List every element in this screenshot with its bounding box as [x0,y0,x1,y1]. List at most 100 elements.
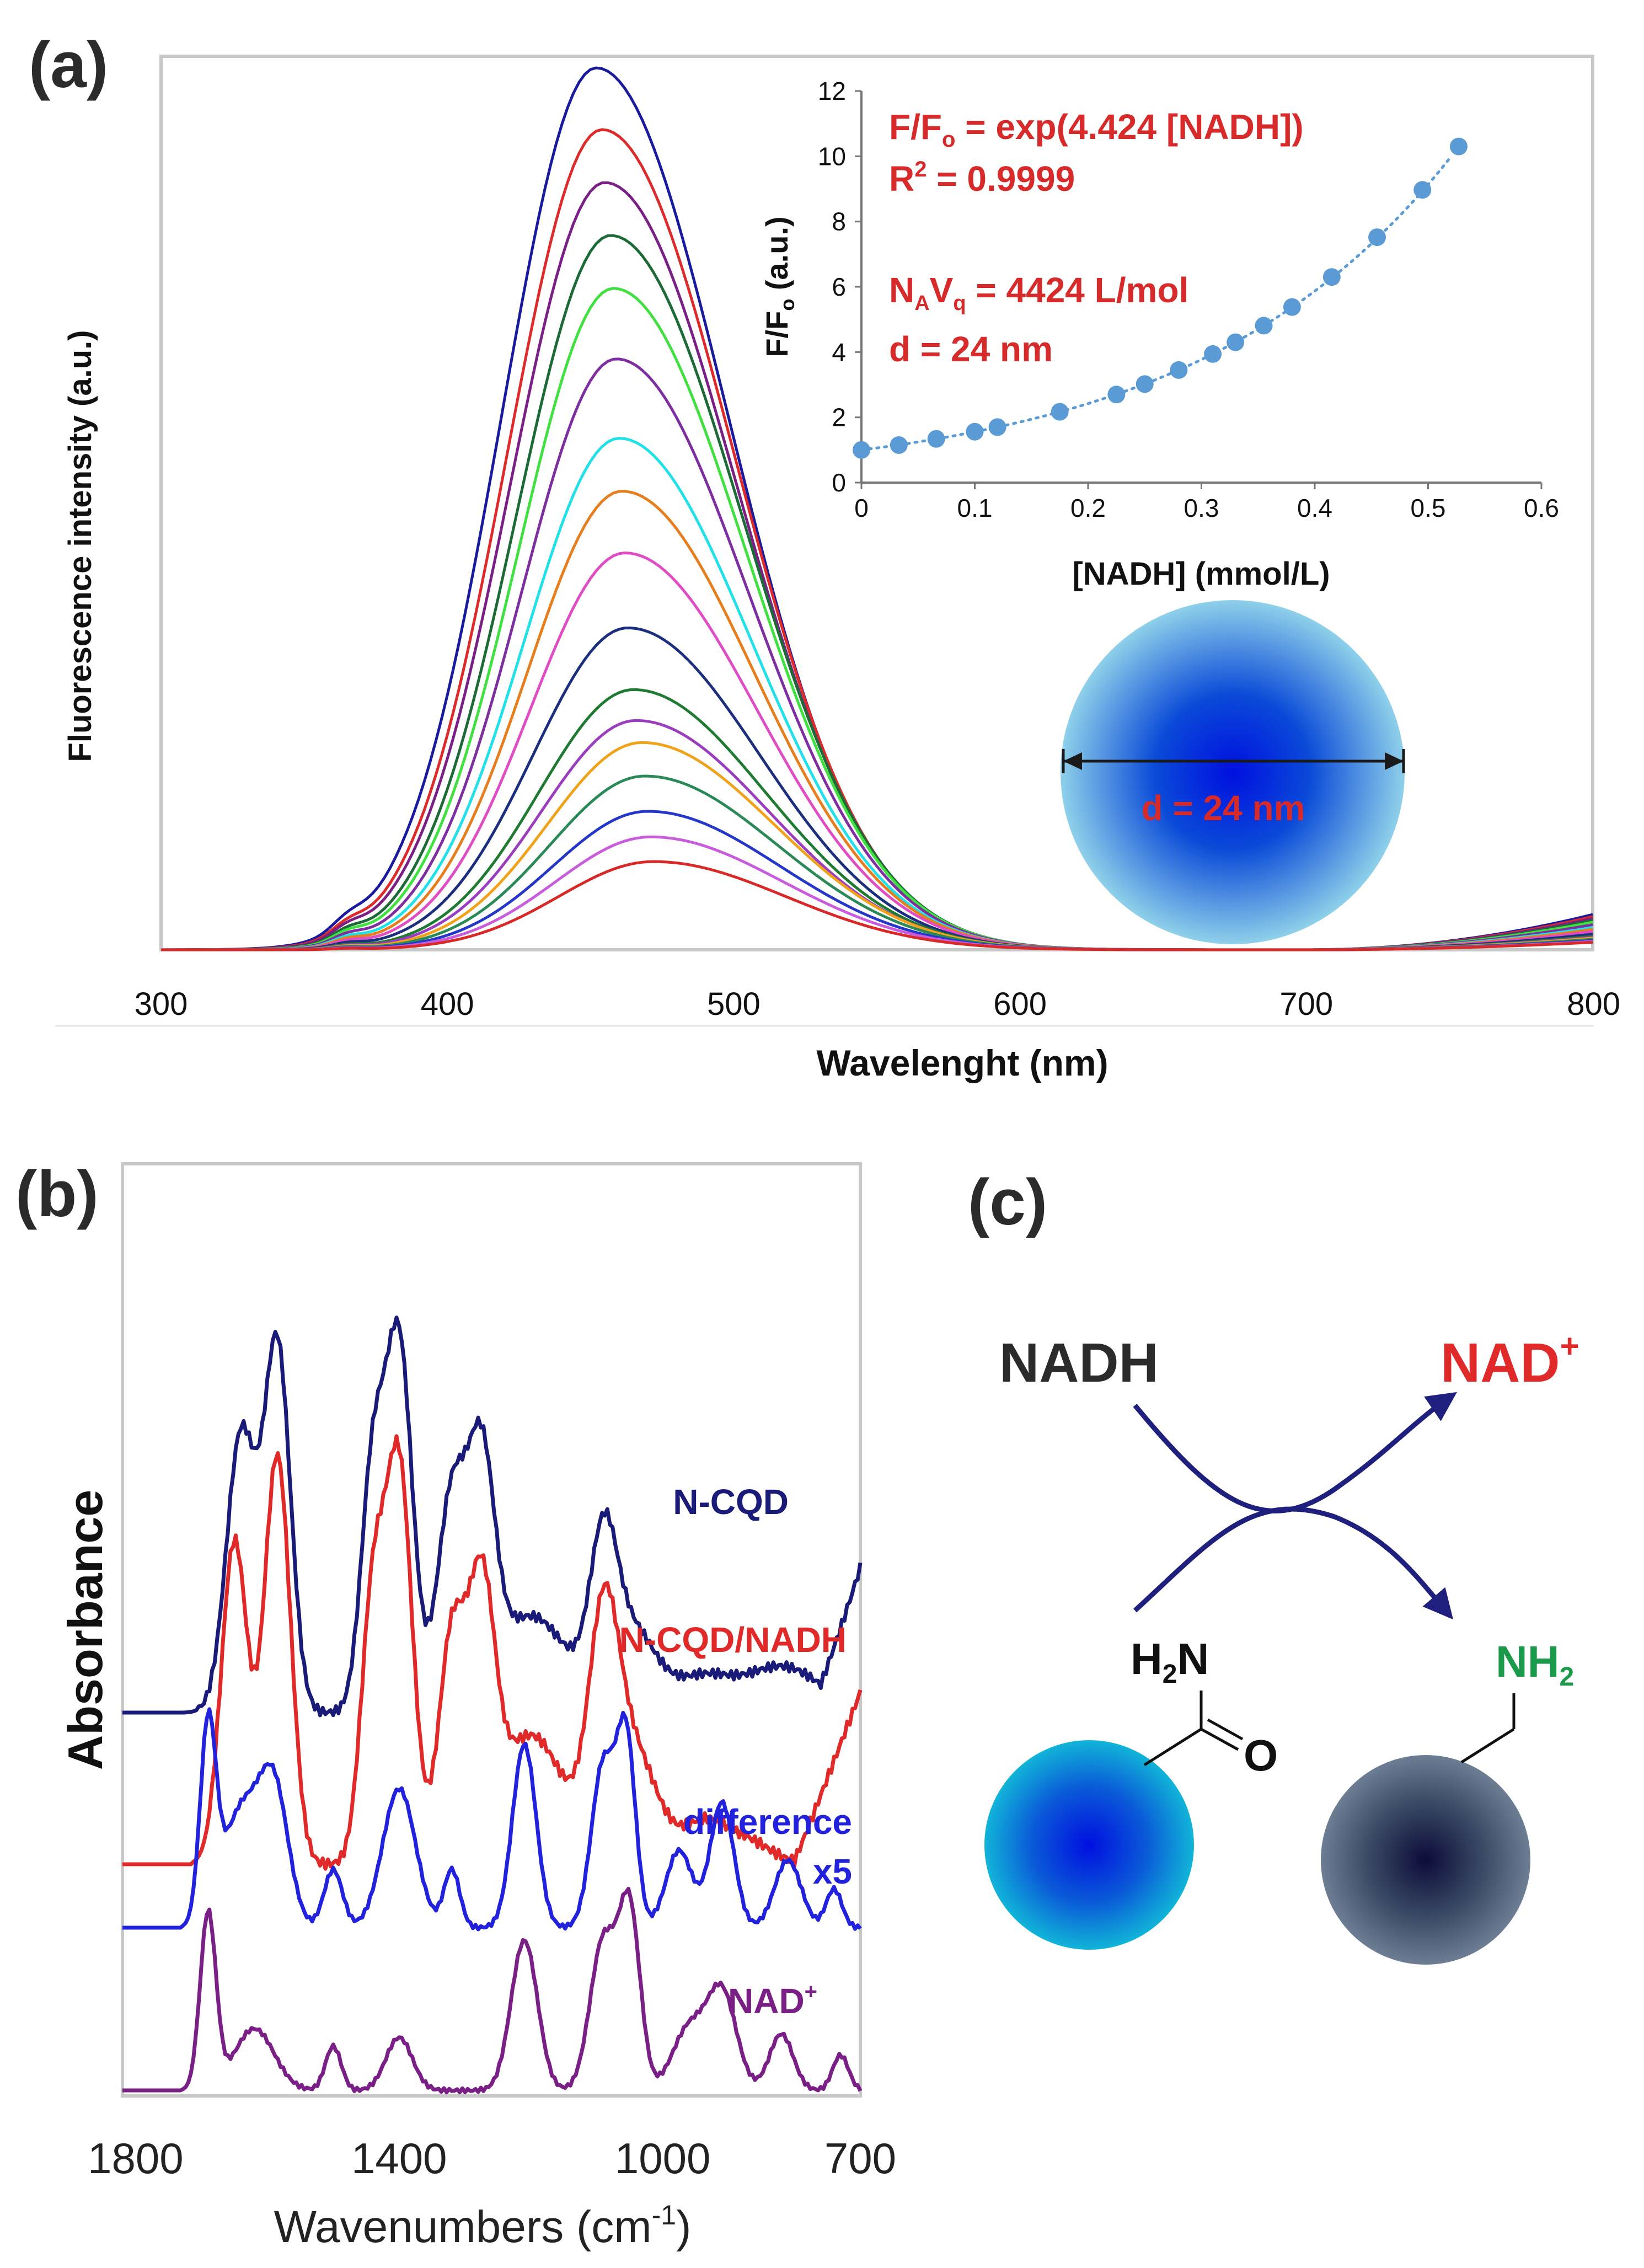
panel-a-y-axis-label: Fluorescence intensity (a.u.) [62,330,98,762]
amide-double-bond-b [1207,1718,1244,1741]
legend-nad: NAD+ [728,1980,817,2021]
b-xlabel-prefix: Wavenumbers (cm [274,2202,652,2252]
inset-y-tick-label-4: 8 [832,207,846,236]
inset-points-group [853,137,1468,459]
amide-bond-1 [1143,1727,1202,1767]
panel-a-x-tick-400: 400 [421,986,474,1022]
nad-text: NAD [1440,1332,1560,1394]
nad-label: NAD+ [1440,1328,1579,1394]
amide-n: N [1177,1634,1209,1683]
panel-a-frame [159,55,1594,951]
inset-point-3 [927,430,945,448]
r2-prefix: R [889,159,914,199]
inset-y-tick-label-0: 0 [832,468,846,497]
inset-point-2 [890,436,908,454]
inset-y-tick-label-6: 12 [818,77,846,105]
diameter-label: d = 24 nm [1142,788,1305,828]
inset-point-15 [1368,228,1386,247]
amide-h-sub: 2 [1163,1660,1177,1689]
legend-n-cqd: N-CQD [673,1482,789,1522]
eq-prefix: F/F [889,107,942,147]
arrow-nadh-to-nad [1133,1392,1457,1513]
panel-a-x-tick-300: 300 [135,986,188,1022]
inset-diameter: d = 24 nm [889,329,1053,369]
nanoparticle-diagram: d = 24 nm [1061,600,1405,944]
inset-point-4 [966,422,984,441]
panel-b-frame [121,1162,862,2098]
panel-b-series-group [122,1315,863,2094]
legend-difference-x5: x5 [813,1852,852,1891]
b-xlabel-suffix: ) [676,2202,691,2252]
inset-point-6 [1051,403,1069,421]
inset-r-squared: R2 = 0.9999 [889,157,1075,199]
inset-y-tick-label-1: 2 [832,403,846,432]
navq-suffix: = 4424 L/mol [966,270,1189,310]
amine-nh: NH [1496,1637,1560,1686]
legend-n-cqd-nadh: N-CQD/NADH [619,1620,847,1660]
inset-point-9 [1170,361,1188,379]
navq-v: V [930,270,954,310]
r2-sup: 2 [914,157,927,181]
eq-sub: o [942,127,955,152]
panel-label-a: (a) [29,29,108,101]
inset-x-tick-label-1: 0.1 [957,494,993,522]
amine-bond-1 [1460,1727,1515,1764]
inset-ylabel-suffix: (a.u.) [759,216,794,298]
panel-a-series-group [160,66,1593,951]
reduced-particle [1321,1755,1530,1965]
inset-point-12 [1255,317,1273,335]
navq-n: N [889,270,914,310]
n-cqd-particle [984,1740,1194,1950]
panel-a-x-ticks: 300 400 500 600 700 800 [135,986,1620,1022]
legend-nad-text: NAD [728,1981,805,2021]
panel-label-c: (c) [968,1166,1047,1239]
panel-b-x-tick-1800: 1800 [88,2134,184,2183]
inset-y-axis-label: F/Fo (a.u.) [759,216,799,357]
inset-navq: NAVq = 4424 L/mol [889,270,1188,315]
amide-h: H [1131,1634,1163,1683]
amine-nh2: NH2 [1496,1637,1574,1692]
inset-x-ticks: 0 0.1 0.2 0.3 0.4 0.5 0.6 [854,483,1559,522]
inset-x-tick-label-5: 0.5 [1411,494,1446,522]
amide-o: O [1244,1731,1278,1780]
inset-point-13 [1283,298,1301,316]
panel-a-x-tick-700: 700 [1279,986,1333,1022]
diameter-right-arrow [1385,752,1404,770]
panel-c-diagram: NADH NAD+ H2N O NH2 [984,1328,1579,1965]
panel-b-plot: 1800 1400 1000 700 Wavenumbers (cm-1) Absor… [58,1162,896,2252]
navq-a: A [914,292,929,315]
inset-y-ticks: 0 2 4 6 8 10 12 [818,77,861,497]
nad-sup: + [1560,1328,1579,1365]
inset-point-16 [1413,181,1432,199]
panel-b-x-axis-label: Wavenumbers (cm-1) [274,2200,692,2252]
b-xlabel-sup: -1 [652,2200,676,2230]
ftir-line-2 [122,1434,863,1871]
panel-b-y-axis-label: Absorbance [58,1490,113,1770]
arrow-amide-to-amine [1133,1506,1454,1620]
amine-sub: 2 [1560,1662,1575,1692]
inset-x-tick-label-4: 0.4 [1297,494,1332,522]
inset-fit-curve [860,156,1453,452]
inset-y-tick-label-3: 6 [832,272,846,301]
eq-suffix: = exp(4.424 [NADH]) [955,107,1303,147]
inset-point-7 [1107,386,1126,404]
inset-point-8 [1136,375,1154,393]
inset-x-axis-label: [NADH] (mmol/L) [1072,556,1330,592]
legend-difference: difference [683,1802,852,1842]
inset-equation: F/Fo = exp(4.424 [NADH]) [889,107,1304,152]
panel-b-x-tick-700: 700 [824,2134,896,2183]
inset-point-5 [988,418,1006,436]
r2-suffix: = 0.9999 [927,159,1075,199]
inset-y-tick-label-2: 4 [832,338,846,366]
panel-b-x-tick-1400: 1400 [351,2134,447,2183]
panel-a-x-tick-600: 600 [993,986,1047,1022]
legend-nad-sup: + [805,1980,817,2004]
inset-point-11 [1227,333,1245,351]
inset-plot: 0 0.1 0.2 0.3 0.4 0.5 0.6 0 2 4 6 8 10 12 [NADH] (mm… [759,77,1559,592]
spectrum-line-17 [161,860,1593,951]
inset-ylabel-main: F/F [759,311,794,357]
panel-b-x-tick-1000: 1000 [615,2134,711,2183]
ftir-line-3 [122,1707,862,1932]
panel-a-x-tick-800: 800 [1567,986,1620,1022]
